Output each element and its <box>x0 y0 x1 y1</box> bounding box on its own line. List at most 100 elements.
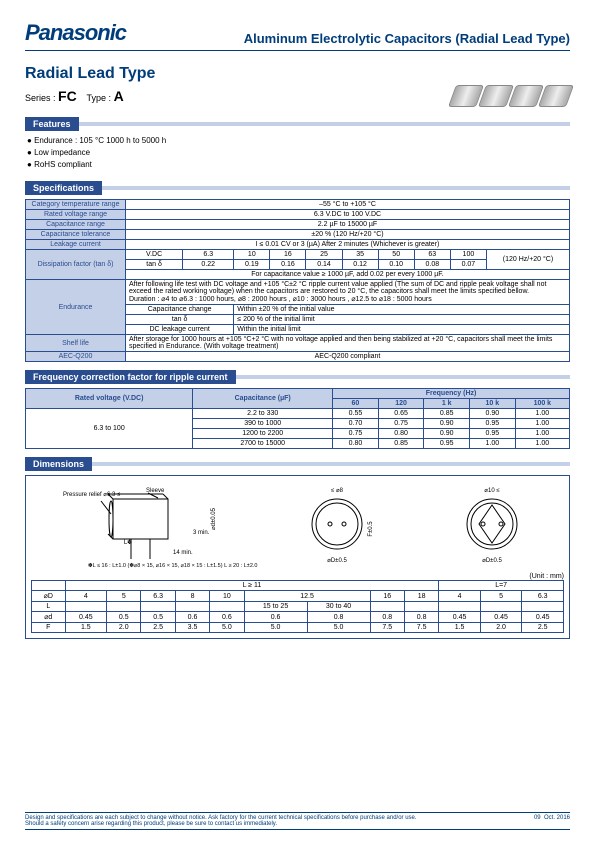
svg-text:L✽: L✽ <box>124 539 132 546</box>
type-value: A <box>114 88 124 104</box>
capacitor-images <box>452 85 570 107</box>
cell: 1.00 <box>515 409 569 419</box>
cell: 0.55 <box>333 409 379 419</box>
svg-text:F±0.5: F±0.5 <box>368 520 374 536</box>
cell: 0.10 <box>378 260 414 270</box>
cell: DC leakage current <box>126 325 234 335</box>
features-title: Features <box>25 117 79 131</box>
main-title: Radial Lead Type <box>25 65 570 83</box>
cell: 0.95 <box>470 419 516 429</box>
series-value: FC <box>58 88 77 104</box>
spec-value: AEC-Q200 compliant <box>126 352 570 362</box>
dims-bar: Dimensions <box>25 457 570 471</box>
spec-label: Endurance <box>26 280 126 335</box>
cell: 63 <box>414 250 450 260</box>
cell: 2.2 to 330 <box>193 409 333 419</box>
cell: 1.00 <box>470 439 516 449</box>
th: Capacitance (µF) <box>193 389 333 409</box>
cell: 6.3 <box>183 250 234 260</box>
document-header: Panasonic Aluminum Electrolytic Capacito… <box>25 20 570 51</box>
cell: 16 <box>270 250 306 260</box>
footer-right: 09 Oct. 2016 <box>534 815 570 827</box>
svg-text:Pressure relief ⌀6.3 ≤: Pressure relief ⌀6.3 ≤ <box>63 492 121 498</box>
th: 100 k <box>515 399 569 409</box>
dim-drawings: Sleeve Pressure relief ⌀6.3 ≤ L✽ 14 min.… <box>31 481 564 571</box>
cell: 10 <box>234 250 270 260</box>
cell: 0.75 <box>333 429 379 439</box>
cell: 0.95 <box>470 429 516 439</box>
cell: 25 <box>306 250 342 260</box>
features-bar: Features <box>25 117 570 131</box>
cell: 0.12 <box>342 260 378 270</box>
series-row: Series : FC Type : A <box>25 85 570 107</box>
cap-bottom2-svg: ⌀10 ≤ ⌀D±0.5 <box>447 484 537 569</box>
cell: 0.85 <box>424 409 470 419</box>
th: L=7 <box>439 581 564 591</box>
cell: 100 <box>450 250 486 260</box>
cell: V.DC <box>126 250 183 260</box>
footer: Design and specifications are each subje… <box>25 812 570 830</box>
th: 60 <box>333 399 379 409</box>
cell: 35 <box>342 250 378 260</box>
header-title: Aluminum Electrolytic Capacitors (Radial… <box>244 31 570 46</box>
svg-text:⌀10 ≤: ⌀10 ≤ <box>484 488 500 494</box>
cell: 0.80 <box>333 439 379 449</box>
specs-title: Specifications <box>25 181 102 195</box>
spec-label: Shelf life <box>26 335 126 352</box>
th: 10 k <box>470 399 516 409</box>
spec-value: ±20 % (120 Hz/+20 °C) <box>126 230 570 240</box>
freq-title: Frequency correction factor for ripple c… <box>25 370 236 384</box>
cell: 0.90 <box>470 409 516 419</box>
series-label: Series : <box>25 93 56 103</box>
spec-value: After storage for 1000 hours at +105 °C+… <box>126 335 570 352</box>
cell: 1.00 <box>515 439 569 449</box>
cell: 1.00 <box>515 429 569 439</box>
svg-text:14 min.: 14 min. <box>173 550 193 556</box>
cell: 1.00 <box>515 419 569 429</box>
spec-label: Capacitance range <box>26 220 126 230</box>
th: 1 k <box>424 399 470 409</box>
spec-label: Rated voltage range <box>26 210 126 220</box>
type-label: Type : <box>87 93 112 103</box>
cell: tan δ <box>126 315 234 325</box>
cell: 0.07 <box>450 260 486 270</box>
spec-value: After following life test with DC voltag… <box>126 280 570 305</box>
spec-label: Category temperature range <box>26 200 126 210</box>
svg-text:⌀D±0.5: ⌀D±0.5 <box>328 558 348 564</box>
spec-value: 2.2 µF to 15000 µF <box>126 220 570 230</box>
cell: 0.14 <box>306 260 342 270</box>
cap-side-svg: Sleeve Pressure relief ⌀6.3 ≤ L✽ 14 min.… <box>58 484 228 569</box>
cap-bottom1-svg: ≤ ⌀8 ⌀D±0.5 F±0.5 <box>292 484 382 569</box>
cell: 0.95 <box>424 439 470 449</box>
cell: 0.70 <box>333 419 379 429</box>
th: L ≥ 11 <box>65 581 439 591</box>
cell: For capacitance value ≥ 1000 µF, add 0.0… <box>126 270 570 280</box>
cell: 390 to 1000 <box>193 419 333 429</box>
cell: Within ±20 % of the initial value <box>234 305 570 315</box>
features-list: Endurance : 105 °C 1000 h to 5000 h Low … <box>25 135 570 171</box>
th: Frequency (Hz) <box>333 389 570 399</box>
spec-label: Leakage current <box>26 240 126 250</box>
cell: Capacitance change <box>126 305 234 315</box>
specs-table: Category temperature range–55 °C to +105… <box>25 199 570 362</box>
cell: Within the initial limit <box>234 325 570 335</box>
spec-label: Capacitance tolerance <box>26 230 126 240</box>
series-text: Series : FC Type : A <box>25 88 124 104</box>
spec-value: –55 °C to +105 °C <box>126 200 570 210</box>
brand-logo: Panasonic <box>25 20 126 46</box>
cell: 0.75 <box>378 419 424 429</box>
cell: (120 Hz/+20 °C) <box>486 250 569 270</box>
cell: 0.85 <box>378 439 424 449</box>
cell: 2700 to 15000 <box>193 439 333 449</box>
th: 120 <box>378 399 424 409</box>
dim-table: L ≥ 11L=7 ⌀D456.381012.51618456.3 L15 to… <box>31 580 564 633</box>
freq-table: Rated voltage (V.DC) Capacitance (µF) Fr… <box>25 388 570 449</box>
th: Rated voltage (V.DC) <box>26 389 193 409</box>
dim-drawing-box: Sleeve Pressure relief ⌀6.3 ≤ L✽ 14 min.… <box>25 475 570 639</box>
footer-text: Design and specifications are each subje… <box>25 815 417 827</box>
feature-item: Endurance : 105 °C 1000 h to 5000 h <box>27 135 570 147</box>
specs-bar: Specifications <box>25 181 570 195</box>
cell: 0.65 <box>378 409 424 419</box>
freq-bar: Frequency correction factor for ripple c… <box>25 370 570 384</box>
svg-text:≤ ⌀8: ≤ ⌀8 <box>332 488 345 494</box>
